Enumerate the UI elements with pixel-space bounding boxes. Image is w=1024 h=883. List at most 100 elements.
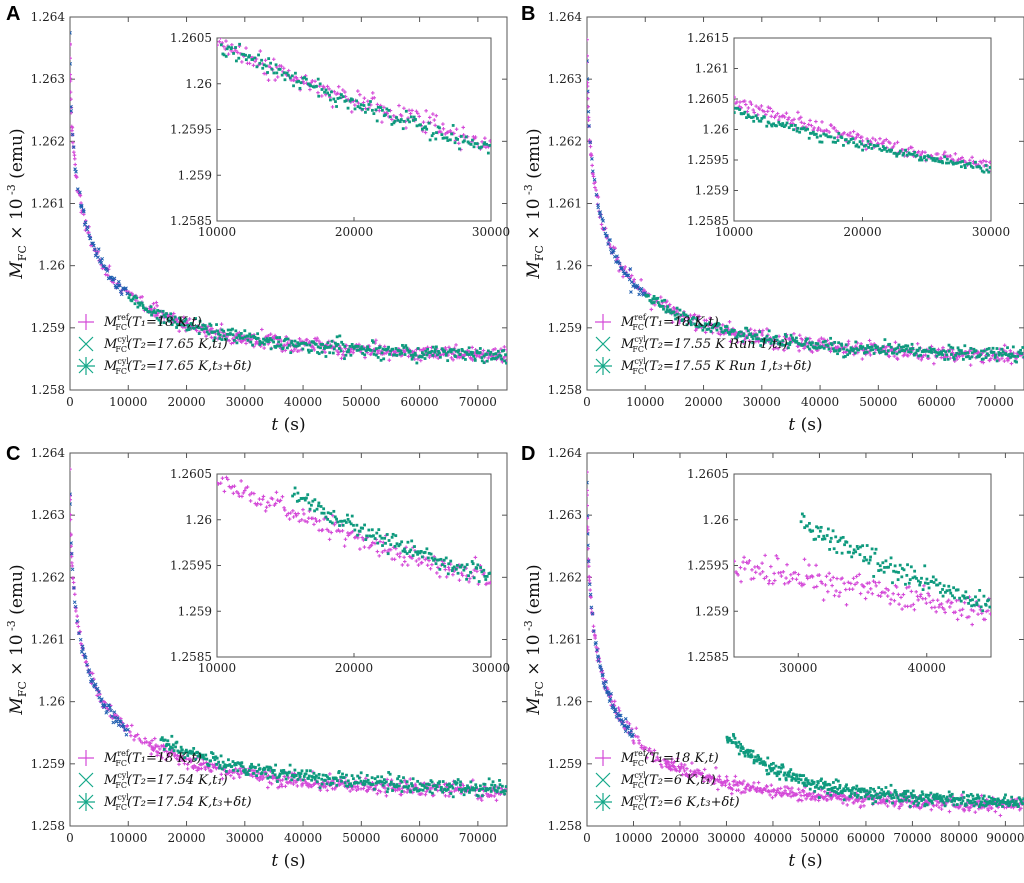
inset-point-ref (287, 517, 292, 521)
data-point-cyl_t3 (446, 350, 450, 354)
data-point-ref (239, 771, 244, 776)
inset-point-cyl (434, 137, 438, 141)
data-point-cyl_t3 (272, 340, 275, 344)
data-point-cyl_t3 (773, 771, 777, 775)
data-point-ref (365, 789, 370, 794)
inset-point-ref (416, 563, 421, 567)
data-point-cyl_t3 (445, 783, 449, 787)
data-point-cyl_t3 (736, 333, 740, 337)
inset-point-ref (222, 489, 227, 494)
inset-point-cyl (446, 139, 450, 142)
data-point-cyl_t1 (598, 210, 603, 214)
y-tick-label: 1.264 (548, 10, 583, 24)
data-point-cyl_t3 (475, 351, 479, 354)
data-point-cyl_t3 (997, 351, 1001, 354)
data-point-ref (802, 793, 806, 798)
inset-point-ref (737, 104, 742, 109)
inset-point-cyl (297, 80, 301, 83)
data-point-cyl_t3 (380, 775, 384, 779)
data-point-ref (366, 787, 371, 792)
inset-point-cyl (449, 559, 453, 563)
data-point-cyl_t3 (860, 347, 864, 350)
y-tick-label: 1.264 (31, 10, 66, 24)
data-point-cyl_t3 (780, 342, 784, 346)
data-point-cyl_t3 (882, 350, 886, 353)
inset-point-ref (488, 580, 491, 585)
data-point-cyl_t3 (473, 788, 477, 792)
data-point-cyl_t3 (665, 308, 669, 311)
data-point-cyl_t1 (600, 217, 605, 221)
data-point-ref (332, 787, 337, 791)
inset-point-ref (313, 79, 317, 84)
inset-point-cyl (244, 58, 248, 62)
inset-point-cyl (312, 85, 316, 89)
inset-point-cyl (905, 153, 909, 157)
data-point-cyl_t3 (737, 740, 741, 744)
data-point-ref (311, 346, 316, 350)
data-point-cyl_t1 (611, 706, 616, 710)
inset-point-ref (854, 135, 859, 139)
inset-point-ref (271, 57, 276, 62)
inset-point-ref (327, 87, 331, 91)
inset-point-ref (773, 113, 778, 118)
data-point-cyl_t3 (335, 783, 339, 787)
inset-point-cyl (352, 523, 355, 527)
data-point-cyl_t3 (265, 337, 269, 341)
inset-point-cyl (398, 120, 402, 124)
data-point-cyl_t3 (918, 346, 921, 350)
data-point-cyl_t3 (278, 344, 282, 348)
data-point-cyl_t3 (954, 354, 957, 357)
data-point-ref (492, 794, 497, 798)
inset-point-cyl (795, 129, 799, 133)
data-point-cyl_t3 (769, 341, 773, 345)
data-point-cyl_t3 (492, 786, 496, 790)
y-tick-label: 1.258 (31, 383, 65, 397)
data-point-cyl_t3 (864, 350, 867, 354)
inset-point-cyl (384, 113, 387, 117)
inset-point-cyl (440, 563, 444, 567)
data-point-cyl_t3 (359, 771, 363, 775)
data-point-cyl_t3 (197, 332, 201, 335)
inset-point-cyl (341, 95, 345, 99)
data-point-cyl_t3 (406, 786, 410, 790)
data-point-cyl_t3 (766, 756, 770, 760)
data-point-ref (632, 277, 636, 282)
data-point-cyl_t3 (500, 357, 503, 361)
data-point-ref (666, 765, 671, 770)
inset-point-ref (436, 565, 440, 570)
data-point-ref (892, 354, 897, 358)
data-point-ref (384, 793, 389, 798)
inset-point-cyl (346, 513, 349, 517)
inset-point-cyl (951, 162, 955, 166)
data-point-cyl_t1 (626, 724, 631, 729)
inset-point-cyl (985, 168, 989, 172)
data-point-cyl_t3 (650, 301, 654, 305)
inset-point-ref (739, 106, 744, 110)
inset-point-cyl (425, 127, 429, 131)
inset-point-ref (380, 120, 384, 124)
data-point-cyl_t3 (139, 301, 143, 305)
data-point-ref (323, 350, 327, 355)
data-point-cyl_t3 (957, 348, 961, 352)
data-point-ref (761, 328, 765, 333)
inset-point-cyl (458, 147, 461, 151)
y-tick-label: 1.26 (38, 259, 65, 273)
data-point-cyl_t3 (478, 784, 482, 788)
inset-point-cyl (890, 148, 893, 152)
data-point-cyl_t1 (121, 724, 126, 729)
data-point-cyl_t3 (315, 780, 319, 784)
inset-point-cyl (736, 106, 739, 110)
data-point-ref (182, 761, 187, 766)
data-point-cyl_t3 (217, 332, 220, 336)
inset-point-cyl (413, 545, 416, 548)
y-tick-label: 1.263 (548, 508, 582, 522)
data-point-cyl_t3 (420, 355, 424, 359)
data-point-cyl_t3 (375, 780, 379, 784)
data-point-cyl_t3 (791, 336, 794, 340)
inset-point-ref (389, 547, 393, 552)
data-point-cyl_t3 (806, 337, 809, 341)
data-point-cyl_t3 (302, 341, 306, 345)
inset-point-cyl (298, 86, 302, 90)
inset-point-cyl (885, 149, 889, 153)
data-point-ref (751, 785, 756, 789)
